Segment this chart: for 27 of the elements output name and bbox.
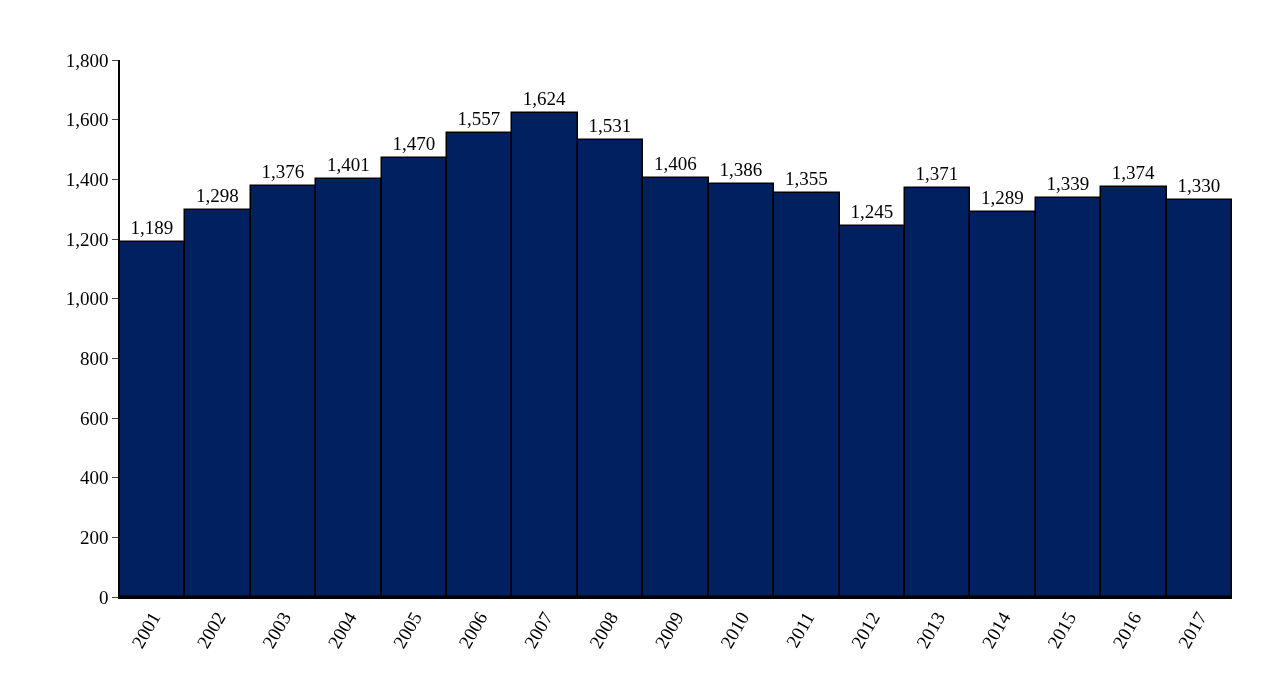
data-label: 1,298 xyxy=(195,185,239,207)
y-tick-label: 1,000 xyxy=(65,288,109,310)
data-label: 1,189 xyxy=(130,217,174,239)
data-label: 1,624 xyxy=(522,88,566,110)
y-tick-label: 1,800 xyxy=(65,49,109,71)
data-label: 1,531 xyxy=(588,115,632,137)
y-tick-label: 0 xyxy=(98,586,109,608)
data-label: 1,371 xyxy=(915,163,959,185)
y-tick-label: 400 xyxy=(79,467,109,489)
y-tick-label: 200 xyxy=(79,526,109,548)
data-label: 1,289 xyxy=(980,187,1024,209)
data-label: 1,386 xyxy=(719,159,763,181)
data-label: 1,339 xyxy=(1046,173,1090,195)
data-label: 1,330 xyxy=(1177,175,1221,197)
y-tick-label: 1,600 xyxy=(65,109,109,131)
data-label: 1,470 xyxy=(392,133,436,155)
data-label: 1,406 xyxy=(653,153,697,175)
data-label: 1,557 xyxy=(457,108,501,130)
y-tick-label: 600 xyxy=(79,407,109,429)
y-tick-label: 800 xyxy=(79,347,109,369)
y-tick-label: 1,200 xyxy=(65,228,109,250)
data-label: 1,401 xyxy=(326,154,370,176)
data-label: 1,355 xyxy=(784,168,828,190)
data-label: 1,245 xyxy=(850,201,894,223)
y-tick-label: 1,400 xyxy=(65,168,109,190)
data-label: 1,376 xyxy=(261,161,305,183)
data-label: 1,374 xyxy=(1111,162,1155,184)
